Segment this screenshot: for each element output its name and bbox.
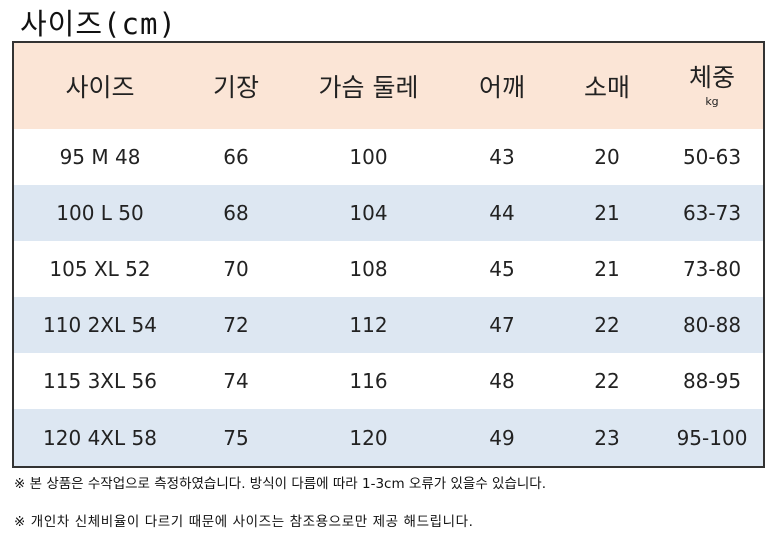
cell-chest: 112 (349, 313, 388, 337)
cell-shoulder: 47 (489, 313, 515, 337)
cell-chest: 104 (349, 201, 388, 225)
cell-weight: 95-100 (676, 425, 748, 450)
reference-note: ※ 개인차 신체비율이 다르기 때문에 사이즈는 참조용으로만 제공 해드립니다… (14, 514, 474, 530)
cell-chest: 108 (349, 257, 388, 281)
cell-size: 115 3XL 56 (43, 369, 157, 393)
cell-weight: 50-63 (682, 145, 742, 169)
cell-length: 70 (223, 257, 249, 281)
cell-length: 68 (223, 201, 249, 225)
header-weight-unit: kg (705, 94, 719, 108)
cell-size: 120 4XL 58 (43, 425, 157, 450)
cell-length: 75 (223, 425, 249, 450)
cell-length: 66 (223, 145, 249, 169)
cell-chest: 100 (349, 145, 388, 169)
header-size: 사이즈 (65, 73, 135, 102)
header-sleeve: 소매 (583, 73, 630, 102)
cell-chest: 120 (349, 425, 388, 450)
page-title: 사이즈(cm) (20, 7, 177, 41)
cell-sleeve: 21 (594, 201, 620, 225)
cell-shoulder: 48 (489, 369, 515, 393)
table-row: 105 XL 52 70 108 45 21 73-80 (14, 241, 763, 297)
header-chest: 가슴 둘레 (318, 73, 419, 102)
cell-weight: 88-95 (682, 369, 742, 393)
table-row: 95 M 48 66 100 43 20 50-63 (14, 129, 763, 185)
cell-length: 72 (223, 313, 249, 337)
table-header: 사이즈 기장 가슴 둘레 어깨 소매 체중 kg (14, 43, 763, 129)
cell-weight: 73-80 (682, 257, 742, 281)
cell-sleeve: 20 (594, 145, 620, 169)
header-weight-label: 체중 (688, 63, 735, 93)
cell-sleeve: 23 (594, 425, 620, 450)
cell-weight: 80-88 (682, 313, 742, 337)
cell-shoulder: 44 (489, 201, 515, 225)
cell-size: 95 M 48 (59, 145, 141, 169)
cell-sleeve: 22 (594, 313, 620, 337)
table-row: 115 3XL 56 74 116 48 22 88-95 (14, 353, 763, 409)
cell-size: 105 XL 52 (49, 257, 151, 281)
header-weight: 체중 kg (661, 43, 763, 129)
cell-sleeve: 22 (594, 369, 620, 393)
size-table: 사이즈 기장 가슴 둘레 어깨 소매 체중 kg 95 M 48 66 100 … (12, 41, 765, 468)
cell-shoulder: 43 (489, 145, 515, 169)
table-row: 100 L 50 68 104 44 21 63-73 (14, 185, 763, 241)
header-length: 기장 (212, 73, 259, 102)
table-row: 120 4XL 58 75 120 49 23 95-100 (14, 409, 763, 466)
cell-length: 74 (223, 369, 249, 393)
cell-shoulder: 45 (489, 257, 515, 281)
cell-chest: 116 (349, 369, 388, 393)
table-row: 110 2XL 54 72 112 47 22 80-88 (14, 297, 763, 353)
header-shoulder: 어깨 (478, 73, 525, 102)
cell-size: 110 2XL 54 (43, 313, 157, 337)
cell-size: 100 L 50 (56, 201, 144, 225)
cell-sleeve: 21 (594, 257, 620, 281)
cell-weight: 63-73 (682, 201, 742, 225)
cell-shoulder: 49 (489, 425, 515, 450)
measurement-note: ※ 본 상품은 수작업으로 측정하였습니다. 방식이 다름에 따라 1-3cm … (14, 476, 546, 492)
